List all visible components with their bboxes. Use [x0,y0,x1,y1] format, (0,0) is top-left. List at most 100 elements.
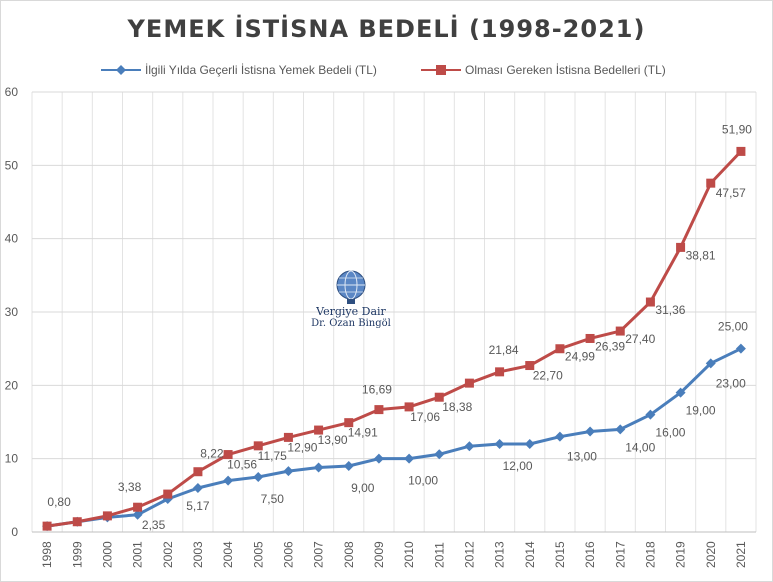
data-label-series-2: 3,38 [118,480,142,494]
data-point-series-2 [42,521,52,531]
chart-legend: İlgili Yılda Geçerli İstisna Yemek Bedel… [1,63,772,83]
data-label-series-2: 27,40 [625,332,655,346]
data-point-series-2 [615,326,625,336]
data-label-series-1: 12,00 [503,459,533,473]
x-tick-label: 2012 [462,541,476,568]
data-point-series-1 [283,466,294,477]
x-tick-label: 2002 [161,541,175,568]
data-point-series-1 [373,453,384,464]
legend-label-series-1: İlgili Yılda Geçerli İstisna Yemek Bedel… [145,63,377,77]
x-tick-label: 2007 [312,541,326,568]
data-point-series-1 [554,431,565,442]
data-label-series-1: 5,17 [186,499,210,513]
data-point-series-1 [735,343,746,354]
series-line-1 [46,347,742,528]
data-point-series-2 [434,392,444,402]
data-point-series-1 [585,426,596,437]
data-point-series-2 [133,502,143,512]
data-point-series-1 [223,475,234,486]
x-tick-label: 2016 [583,541,597,568]
data-point-series-2 [163,489,173,499]
chart-title: YEMEK İSTİSNA BEDELİ (1998-2021) [127,15,646,43]
data-point-series-1 [253,472,264,482]
data-point-series-2 [102,511,112,521]
y-tick-label: 20 [5,378,19,392]
data-label-series-1: 23,00 [716,376,746,390]
legend-label-series-2: Olması Gereken İstisna Bedelleri (TL) [465,63,666,77]
data-point-series-1 [132,509,143,520]
data-point-series-1 [434,449,445,460]
x-tick-label: 2014 [523,541,537,568]
data-label-series-1: 0,80 [47,495,71,509]
data-point-series-2 [585,333,595,343]
data-label-series-2: 16,69 [362,383,392,397]
x-tick-label: 2015 [553,541,567,568]
data-label-series-2: 14,91 [348,426,378,440]
x-tick-label: 2019 [674,541,688,568]
legend-item-series-1: İlgili Yılda Geçerli İstisna Yemek Bedel… [101,63,377,77]
y-tick-label: 60 [5,85,19,99]
data-point-series-1 [192,483,203,493]
data-label-series-1: 13,00 [567,450,597,464]
globe-icon [336,270,366,304]
data-point-series-1 [705,358,716,369]
x-tick-label: 2004 [221,541,235,568]
data-label-series-2: 21,84 [489,343,519,357]
y-tick-label: 30 [5,305,19,319]
data-point-series-1 [313,462,324,473]
legend-diamond-line-icon [101,65,141,75]
x-tick-label: 2005 [251,541,265,568]
data-point-series-1 [675,387,686,398]
data-label-series-2: 22,70 [533,369,563,383]
data-label-series-2: 18,38 [442,400,472,414]
x-tick-label: 2003 [191,541,205,568]
data-label-series-2: 13,90 [318,433,348,447]
data-label-series-2: 17,06 [410,410,440,424]
data-point-series-2 [676,242,686,252]
data-point-series-2 [72,517,82,527]
x-tick-label: 2017 [613,541,627,568]
data-label-series-2: 11,75 [258,449,287,463]
data-label-series-2: 10,56 [227,458,257,472]
data-label-series-2: 8,22 [200,447,224,461]
data-point-series-2 [464,378,474,388]
x-tick-label: 2006 [281,541,295,568]
x-tick-label: 2013 [493,541,507,568]
data-point-series-2 [283,432,293,442]
data-point-series-2 [314,425,324,435]
x-tick-label: 2011 [432,542,446,568]
x-tick-label: 2009 [372,541,386,568]
data-label-series-1: 19,00 [686,404,716,418]
data-label-series-1: 7,50 [261,492,285,506]
data-point-series-2 [495,367,505,377]
x-tick-label: 2000 [100,541,114,568]
data-label-series-1: 9,00 [351,481,375,495]
x-tick-label: 1998 [40,541,54,568]
data-point-series-2 [645,297,655,307]
x-tick-label: 2001 [131,541,145,568]
data-label-series-1: 25,00 [718,320,748,334]
data-point-series-2 [193,467,203,477]
data-point-series-1 [464,441,475,452]
x-tick-label: 2021 [734,541,748,568]
y-tick-label: 10 [5,452,19,466]
data-point-series-1 [615,424,626,435]
data-label-series-2: 38,81 [686,248,716,262]
y-tick-label: 40 [5,232,19,246]
legend-square-line-icon [421,65,461,75]
data-label-series-2: 26,39 [595,339,625,353]
data-point-series-2 [223,450,233,460]
data-label-series-1: 2,35 [142,518,166,532]
x-tick-label: 2018 [643,541,657,568]
data-label-series-2: 31,36 [655,303,685,317]
x-tick-label: 1999 [70,541,84,568]
data-point-series-1 [524,439,535,449]
data-point-series-2 [736,146,746,156]
y-tick-label: 0 [11,525,18,539]
data-point-series-2 [706,178,716,188]
data-point-series-2 [555,344,565,354]
x-tick-label: 2008 [342,541,356,568]
data-point-series-2 [404,402,414,412]
data-label-series-1: 16,00 [655,426,685,440]
